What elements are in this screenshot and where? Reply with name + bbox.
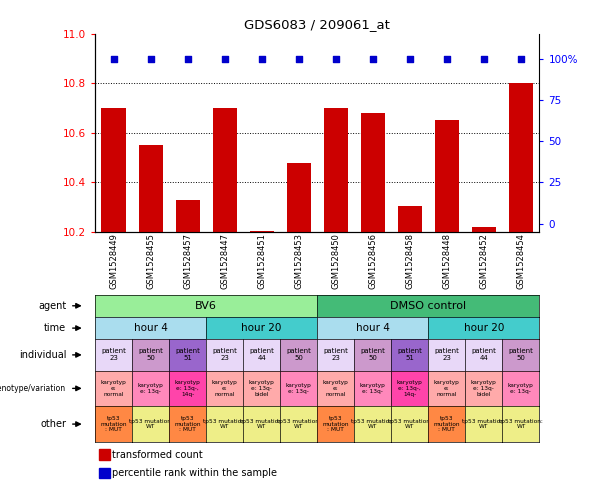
Text: patient
50: patient 50 — [138, 348, 163, 361]
Text: tp53 mutation:
WT: tp53 mutation: WT — [499, 419, 543, 429]
Text: tp53 mutation:
WT: tp53 mutation: WT — [351, 419, 395, 429]
Text: tp53 mutation:
WT: tp53 mutation: WT — [203, 419, 246, 429]
Point — [479, 55, 489, 62]
Text: karyotyp
e: 13q-: karyotyp e: 13q- — [286, 383, 311, 394]
Text: karyotyp
e:
normal: karyotyp e: normal — [211, 380, 238, 397]
Text: karyotyp
e: 13q-
bidel: karyotyp e: 13q- bidel — [249, 380, 275, 397]
Text: karyotyp
e: 13q-,
14q-: karyotyp e: 13q-, 14q- — [175, 380, 200, 397]
Text: hour 20: hour 20 — [242, 323, 282, 333]
Text: karyotyp
e: 13q-
bidel: karyotyp e: 13q- bidel — [471, 380, 497, 397]
Bar — [509, 83, 533, 232]
Bar — [99, 468, 110, 478]
Text: karyotyp
e:
normal: karyotyp e: normal — [101, 380, 126, 397]
Text: hour 4: hour 4 — [356, 323, 390, 333]
Text: tp53 mutation:
WT: tp53 mutation: WT — [388, 419, 432, 429]
Text: karyotyp
e: 13q-: karyotyp e: 13q- — [360, 383, 386, 394]
Text: karyotyp
e: 13q-: karyotyp e: 13q- — [508, 383, 534, 394]
Text: tp53
mutation
: MUT: tp53 mutation : MUT — [174, 416, 201, 432]
Bar — [213, 108, 237, 232]
Point — [405, 55, 415, 62]
Text: patient
23: patient 23 — [435, 348, 459, 361]
Point — [109, 55, 118, 62]
Text: patient
23: patient 23 — [101, 348, 126, 361]
Point — [183, 55, 192, 62]
Bar — [360, 113, 385, 232]
Text: BV6: BV6 — [195, 301, 217, 311]
Text: karyotyp
e:
normal: karyotyp e: normal — [323, 380, 349, 397]
Text: tp53 mutation:
WT: tp53 mutation: WT — [462, 419, 506, 429]
Text: patient
44: patient 44 — [471, 348, 497, 361]
Text: tp53 mutation:
WT: tp53 mutation: WT — [240, 419, 284, 429]
Point — [516, 55, 526, 62]
Bar — [139, 145, 162, 232]
Text: other: other — [40, 419, 66, 429]
Bar — [324, 108, 348, 232]
Point — [331, 55, 341, 62]
Text: DMSO control: DMSO control — [390, 301, 466, 311]
Text: patient
23: patient 23 — [323, 348, 348, 361]
Text: hour 4: hour 4 — [134, 323, 167, 333]
Text: time: time — [44, 323, 66, 333]
Text: tp53
mutation
: MUT: tp53 mutation : MUT — [101, 416, 127, 432]
Text: hour 20: hour 20 — [463, 323, 504, 333]
Bar — [102, 108, 126, 232]
Bar — [99, 449, 110, 460]
Text: tp53
mutation
: MUT: tp53 mutation : MUT — [322, 416, 349, 432]
Bar — [287, 162, 311, 232]
Text: patient
51: patient 51 — [175, 348, 200, 361]
Bar — [249, 230, 274, 232]
Text: individual: individual — [19, 350, 66, 360]
Bar — [175, 199, 200, 232]
Text: genotype/variation: genotype/variation — [0, 384, 66, 393]
Text: patient
51: patient 51 — [397, 348, 422, 361]
Point — [146, 55, 156, 62]
Text: karyotyp
e: 13q-,
14q-: karyotyp e: 13q-, 14q- — [397, 380, 423, 397]
Text: tp53
mutation
: MUT: tp53 mutation : MUT — [433, 416, 460, 432]
Text: percentile rank within the sample: percentile rank within the sample — [112, 468, 277, 478]
Point — [257, 55, 267, 62]
Title: GDS6083 / 209061_at: GDS6083 / 209061_at — [245, 18, 390, 31]
Bar — [472, 227, 496, 232]
Bar — [435, 120, 459, 232]
Text: karyotyp
e:
normal: karyotyp e: normal — [434, 380, 460, 397]
Point — [219, 55, 229, 62]
Text: patient
50: patient 50 — [360, 348, 385, 361]
Point — [368, 55, 378, 62]
Text: transformed count: transformed count — [112, 450, 203, 459]
Text: patient
44: patient 44 — [249, 348, 274, 361]
Text: tp53 mutation:
WT: tp53 mutation: WT — [129, 419, 172, 429]
Text: patient
23: patient 23 — [212, 348, 237, 361]
Text: agent: agent — [38, 301, 66, 311]
Text: tp53 mutation:
WT: tp53 mutation: WT — [277, 419, 321, 429]
Point — [294, 55, 303, 62]
Text: patient
50: patient 50 — [286, 348, 311, 361]
Text: patient
50: patient 50 — [509, 348, 533, 361]
Point — [442, 55, 452, 62]
Text: karyotyp
e: 13q-: karyotyp e: 13q- — [138, 383, 164, 394]
Bar — [398, 206, 422, 232]
